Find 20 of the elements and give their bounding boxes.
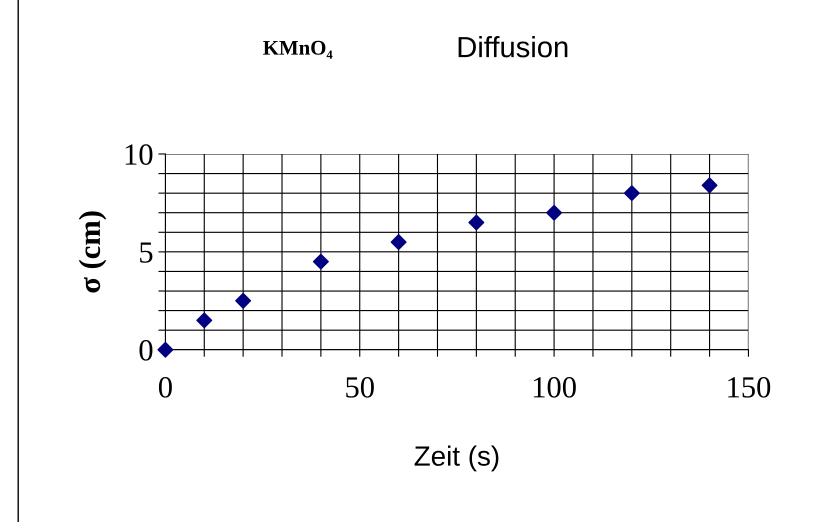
y-tick-label: 0: [139, 340, 152, 361]
point: [624, 185, 640, 202]
point: [546, 204, 562, 221]
point: [468, 214, 484, 230]
text: KMnO₄: [263, 40, 332, 59]
point: [235, 292, 252, 309]
x-axis-title: Zeit (s): [414, 446, 498, 472]
point: [312, 254, 329, 270]
x-tick-label: 50: [346, 377, 374, 398]
y-tick-label: 10: [126, 144, 152, 165]
y-tick-label: 5: [140, 242, 152, 263]
point: [196, 312, 212, 328]
point: [157, 342, 174, 358]
point: [390, 234, 407, 250]
point: [702, 177, 718, 194]
x-tick-label: 100: [534, 377, 576, 398]
chart-title: Diffusion: [458, 36, 568, 58]
x-tick-label: 150: [728, 377, 770, 398]
y-axis-title: σ (cm): [78, 211, 106, 293]
x-tick-label: 0: [158, 377, 172, 398]
